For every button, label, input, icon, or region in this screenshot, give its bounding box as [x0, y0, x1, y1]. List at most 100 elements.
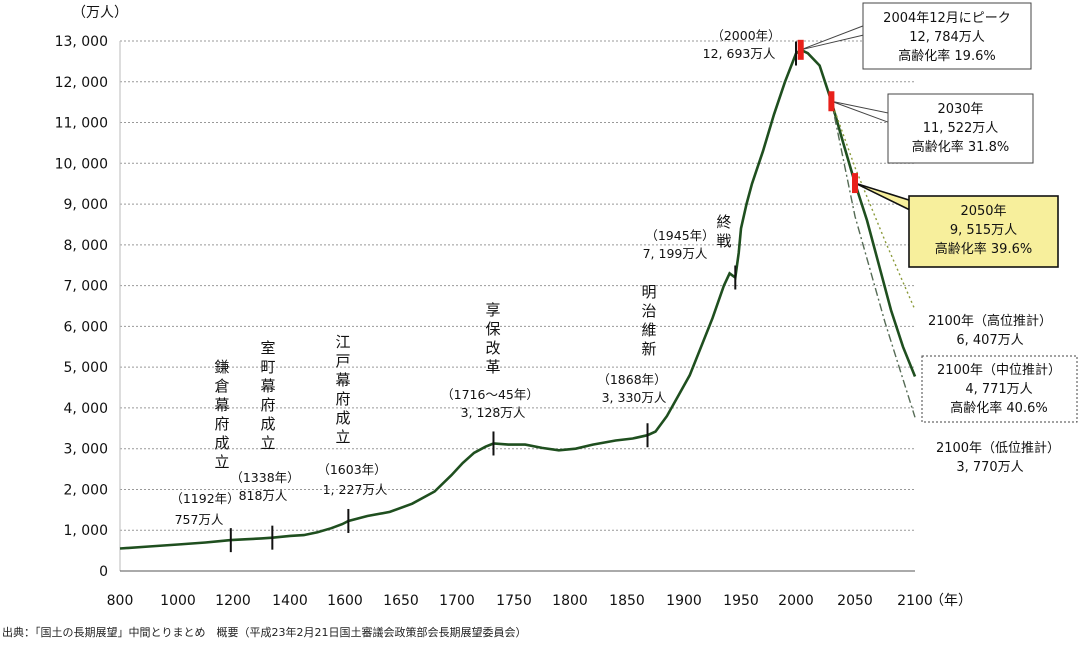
y-tick-label: 0 [99, 564, 108, 580]
event-annotations: 鎌倉幕府成立（1192年）757万人室町幕府成立（1338年）818万人江戸幕府… [170, 28, 797, 553]
population-chart: 0 1, 000 2, 000 3, 000 4, 000 5, 000 6, 000 7, … [55, 2, 1078, 609]
event-year: （1716～45年） [441, 387, 539, 402]
red-marker [797, 39, 804, 60]
callout-line2: 12, 784万人 [909, 30, 985, 45]
callout-line1: 2030年 [937, 102, 983, 117]
y-tick-label: 11, 000 [55, 116, 108, 132]
x-tick-label: 2050 [837, 593, 873, 609]
event-value: 757万人 [175, 512, 224, 527]
mid-projection-rate: 高齢化率 40.6% [950, 400, 1047, 416]
x-tick-label: 2000 [778, 593, 814, 609]
y-tick-label: 4, 000 [63, 401, 108, 417]
event-label-char: 府 [335, 390, 350, 408]
event-label-char: 府 [214, 415, 229, 433]
y-tick-label: 1, 000 [63, 523, 108, 539]
event-label-char: 成 [260, 415, 275, 433]
event-year: （1945年） [645, 228, 714, 243]
callout-line2: 9, 515万人 [950, 223, 1017, 238]
callout-line1: 2004年12月にピーク [883, 11, 1011, 26]
x-tick-label: 1400 [272, 593, 308, 609]
event-label-char: 立 [335, 428, 350, 446]
event-label-char: 維 [641, 321, 656, 339]
event-label-char: 江 [335, 333, 350, 351]
high-projection-label: 2100年（高位推計） [928, 313, 1052, 329]
callout-rate: 高齢化率 39.6% [935, 241, 1032, 257]
source-note: 出典：「国土の長期展望」中間とりまとめ 概要（平成23年2月21日国土審議会政策… [2, 626, 527, 639]
event-label-char: 室 [260, 339, 275, 357]
x-tick-label: 1900 [666, 593, 702, 609]
event-value: 12, 693万人 [703, 46, 776, 61]
event-label-char: 改 [485, 339, 500, 357]
callout-box [862, 2, 1032, 70]
y-tick-label: 12, 000 [55, 75, 108, 91]
x-tick-label: 1200 [215, 593, 251, 609]
event-label-char: 治 [641, 302, 656, 320]
x-tick-label: 1600 [327, 593, 363, 609]
x-tick-label: 2100 [897, 593, 933, 609]
event-year: （1603年） [317, 462, 386, 477]
mid-projection-box [921, 355, 1078, 423]
mid-projection-label: 2100年（中位推計） [937, 362, 1061, 378]
x-tick-label: 1750 [496, 593, 532, 609]
y-tick-label: 10, 000 [55, 156, 108, 172]
callout-box [887, 93, 1034, 164]
event-year: （1868年） [597, 372, 666, 387]
event-label-char: 新 [641, 340, 656, 358]
callout-line2: 11, 522万人 [923, 121, 999, 136]
event-year: （2000年） [711, 28, 780, 43]
event-label-char: 町 [260, 358, 275, 376]
high-projection-line [830, 101, 916, 311]
event-label-char: 保 [485, 320, 500, 338]
low-projection-line [830, 101, 916, 418]
high-projection-value: 6, 407万人 [956, 333, 1023, 348]
x-tick-label: 1800 [552, 593, 588, 609]
event-label-char: 立 [260, 434, 275, 452]
y-unit-label: （万人） [72, 5, 128, 21]
low-projection-label: 2100年（低位推計） [936, 440, 1060, 456]
event-label-char: 戦 [716, 232, 731, 250]
y-tick-label: 3, 000 [63, 442, 108, 458]
event-year: （1192年） [170, 491, 239, 506]
callout-line1: 2050年 [960, 204, 1006, 219]
event-label-char: 幕 [335, 371, 350, 389]
event-label-char: 終 [716, 213, 731, 231]
grid-lines [119, 40, 915, 572]
event-value: 1, 227万人 [323, 482, 388, 497]
red-marker [828, 91, 835, 112]
y-tick-label: 6, 000 [63, 319, 108, 335]
event-label-char: 明 [641, 283, 656, 301]
x-tick-label: 1700 [439, 593, 475, 609]
y-tick-label: 13, 000 [55, 34, 108, 50]
y-tick-label: 2, 000 [63, 482, 108, 498]
x-tick-label: 1650 [383, 593, 419, 609]
event-label-char: 倉 [214, 377, 229, 395]
x-tick-label: 1850 [609, 593, 645, 609]
event-value: 7, 199万人 [643, 246, 708, 261]
event-label-char: 戸 [335, 352, 350, 370]
mid-projection-value: 4, 771万人 [965, 382, 1032, 397]
callout-box [908, 195, 1059, 268]
event-label-char: 幕 [260, 377, 275, 395]
callout-rate: 高齢化率 31.8% [912, 139, 1009, 155]
axis-ticks: 0 1, 000 2, 000 3, 000 4, 000 5, 000 6, 000 7, … [55, 34, 933, 609]
y-tick-label: 9, 000 [63, 197, 108, 213]
x-tick-label: 1950 [723, 593, 759, 609]
callout-pointer [831, 100, 894, 125]
event-value: 3, 128万人 [461, 405, 526, 420]
event-label-char: 成 [335, 409, 350, 427]
event-label-char: 鎌 [214, 358, 229, 376]
callout-pointer [800, 23, 869, 51]
event-year: （1338年） [230, 470, 299, 485]
event-label-char: 成 [214, 434, 229, 452]
projection-labels: 2100年（高位推計） 6, 407万人 2100年（中位推計） 4, 771万人高齢… [921, 313, 1078, 475]
x-tick-label: 1000 [160, 593, 196, 609]
low-projection-value: 3, 770万人 [956, 460, 1023, 475]
event-value: 818万人 [239, 488, 288, 503]
y-tick-label: 7, 000 [63, 279, 108, 295]
event-label-char: 享 [485, 301, 500, 319]
event-value: 3, 330万人 [602, 390, 667, 405]
y-tick-label: 5, 000 [63, 360, 108, 376]
x-tick-label: 800 [107, 593, 134, 609]
callout-rate: 高齢化率 19.6% [898, 48, 995, 64]
